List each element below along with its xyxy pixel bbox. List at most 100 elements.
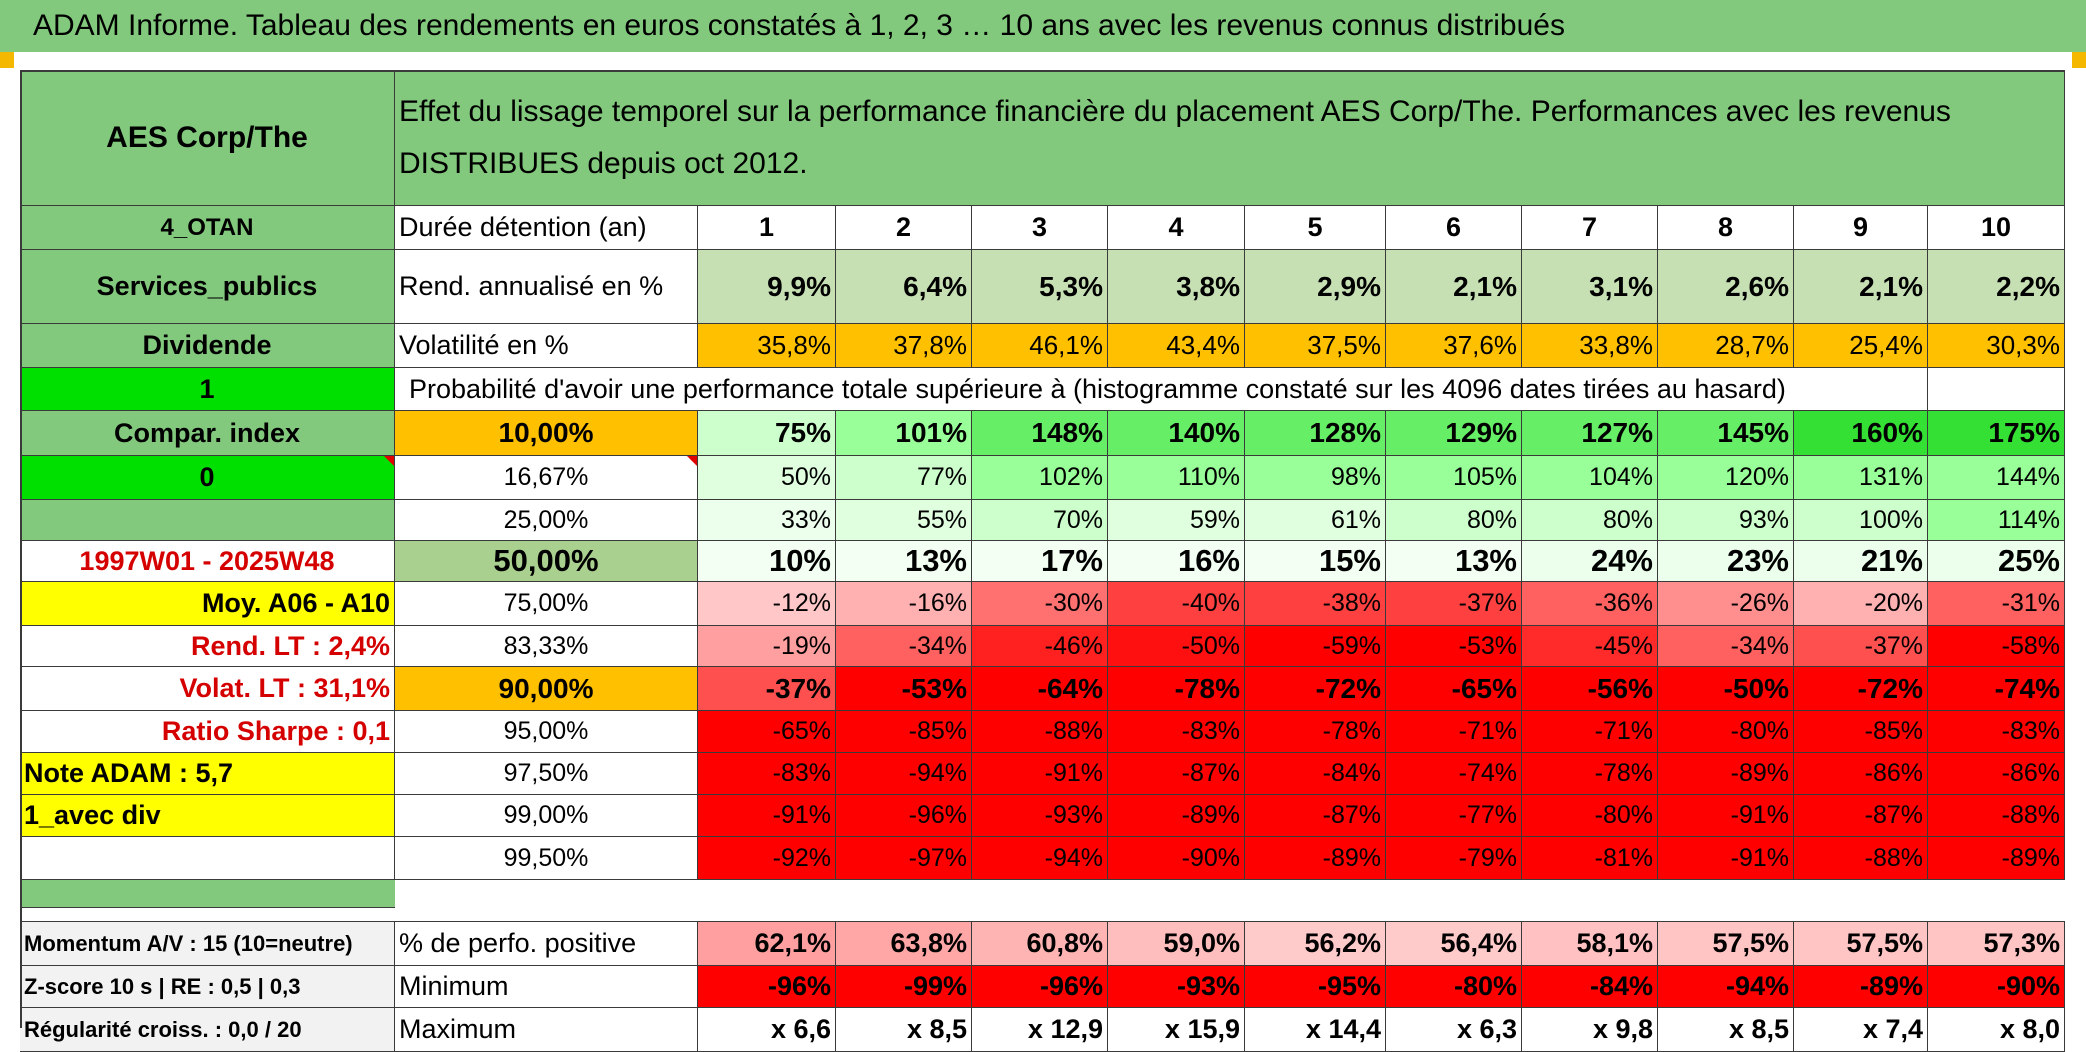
minimum-value-text: -80% <box>1453 971 1517 1001</box>
annualized-return-text: 3,1% <box>1589 270 1653 302</box>
quantile-value: 120% <box>1658 456 1794 500</box>
volatility-value: 37,5% <box>1245 324 1386 368</box>
flag-one-text: 1 <box>199 373 215 404</box>
probability-threshold: 99,00% <box>395 795 698 837</box>
probability-threshold-text: 16,67% <box>503 463 589 491</box>
annualized-return-text: 2,9% <box>1317 270 1381 302</box>
quantile-value: -45% <box>1522 626 1658 667</box>
annualized-return: 3,8% <box>1108 250 1245 324</box>
quantile-value-text: -89% <box>1181 801 1240 829</box>
maximum-value: x 8,5 <box>836 1008 972 1052</box>
quantile-value-text: -36% <box>1594 589 1653 617</box>
quantile-value: -31% <box>1928 582 2065 626</box>
quantile-value-text: -74% <box>1994 672 2060 704</box>
minimum-value-text: -99% <box>903 971 967 1001</box>
quantile-value: 17% <box>972 541 1108 582</box>
quantile-value: 13% <box>836 541 972 582</box>
quantile-value-text: -85% <box>908 717 967 745</box>
quantile-value-text: -19% <box>772 631 831 660</box>
annualized-return-text: 9,9% <box>767 270 831 302</box>
volatility-value-text: 25,4% <box>1849 330 1923 360</box>
minimum-value-text: -95% <box>1317 971 1381 1001</box>
volatility-label-text: Volatilité en % <box>399 330 569 360</box>
minimum-value: -95% <box>1245 966 1386 1008</box>
quantile-value: -37% <box>1386 582 1522 626</box>
year-header: 1 <box>698 206 836 250</box>
quantile-value-text: -86% <box>2001 759 2060 787</box>
quantile-value: 101% <box>836 411 972 456</box>
quantile-value-text: 80% <box>1466 505 1517 534</box>
quantile-value-text: -93% <box>1044 801 1103 829</box>
quantile-value: 70% <box>972 500 1108 541</box>
quantile-value: -88% <box>972 711 1108 753</box>
quantile-value-text: -58% <box>2001 631 2060 660</box>
quantile-value-text: -53% <box>901 672 967 704</box>
quantile-value-text: -87% <box>1181 759 1240 787</box>
quantile-value: -16% <box>836 582 972 626</box>
volatility-value-text: 37,6% <box>1443 330 1517 360</box>
positive-pct-value: 58,1% <box>1522 922 1658 966</box>
quantile-value: -56% <box>1522 667 1658 711</box>
quantile-value-text: -72% <box>1857 672 1923 704</box>
volatility-value-text: 30,3% <box>1986 330 2060 360</box>
quantile-value-text: -89% <box>1730 759 1789 787</box>
quantile-value-text: 59% <box>1189 505 1240 534</box>
maximum-value: x 14,4 <box>1245 1008 1386 1052</box>
maximum-value-text: x 6,6 <box>770 1014 831 1044</box>
quantile-value: -80% <box>1522 795 1658 837</box>
quantile-value-text: 13% <box>904 543 967 578</box>
maximum-value-text: x 8,5 <box>906 1014 967 1044</box>
quantile-value-text: -45% <box>1594 631 1653 660</box>
maximum-label-text: Maximum <box>399 1014 517 1044</box>
probability-threshold-text: 95,00% <box>503 717 589 745</box>
quantile-value-text: 50% <box>780 463 831 491</box>
quantile-value-text: -71% <box>1458 717 1517 745</box>
quantile-value: -93% <box>972 795 1108 837</box>
div-mode-text: 1_avec div <box>24 800 161 830</box>
quantile-value: 75% <box>698 411 836 456</box>
quantile-value: -12% <box>698 582 836 626</box>
quantile-value-text: -37% <box>1458 589 1517 617</box>
minimum-value-text: -90% <box>1996 971 2060 1001</box>
quantile-value: -79% <box>1386 837 1522 880</box>
probability-threshold-text: 97,50% <box>503 759 589 787</box>
quantile-value-text: 104% <box>1589 463 1653 491</box>
quantile-value: -97% <box>836 837 972 880</box>
quantile-value-text: 77% <box>916 463 967 491</box>
quantile-value: 16% <box>1108 541 1245 582</box>
maximum-label: Maximum <box>395 1008 698 1052</box>
year-header-text: 7 <box>1581 212 1598 242</box>
quantile-value: -74% <box>1386 753 1522 795</box>
maximum-value-text: x 12,9 <box>1027 1014 1103 1044</box>
quantile-value-text: -26% <box>1730 589 1789 617</box>
positive-pct-value-text: 58,1% <box>1576 928 1653 958</box>
quantile-value-text: 15% <box>1318 543 1381 578</box>
probability-threshold: 99,50% <box>395 837 698 880</box>
quantile-value-text: -78% <box>1322 717 1381 745</box>
minimum-value: -89% <box>1794 966 1928 1008</box>
annualized-return-text: 2,1% <box>1859 270 1923 302</box>
volatility-value-text: 28,7% <box>1715 330 1789 360</box>
quantile-value: 160% <box>1794 411 1928 456</box>
positive-pct-value: 56,2% <box>1245 922 1386 966</box>
year-header-text: 10 <box>1980 212 2012 242</box>
quantile-value-text: 102% <box>1039 463 1103 491</box>
z-score: Z-score 10 s | RE : 0,5 | 0,3 <box>20 966 395 1008</box>
quantile-value: -46% <box>972 626 1108 667</box>
moy-label-text: Moy. A06 - A10 <box>201 588 390 618</box>
year-header-text: 5 <box>1307 212 1323 242</box>
quantile-value-text: -30% <box>1044 589 1103 617</box>
quantile-value: -84% <box>1245 753 1386 795</box>
corner-marker-left <box>0 52 14 68</box>
quantile-value-text: -77% <box>1458 801 1517 829</box>
annualized-return: 2,1% <box>1794 250 1928 324</box>
maximum-value: x 7,4 <box>1794 1008 1928 1052</box>
comment-marker-icon <box>687 456 697 466</box>
quantile-value-text: -94% <box>1044 843 1103 872</box>
quantile-value: -58% <box>1928 626 2065 667</box>
quantile-value: -65% <box>698 711 836 753</box>
quantile-value: -53% <box>1386 626 1522 667</box>
quantile-value-text: -50% <box>1181 631 1240 660</box>
quantile-value: 128% <box>1245 411 1386 456</box>
flag-zero-text: 0 <box>199 462 215 492</box>
